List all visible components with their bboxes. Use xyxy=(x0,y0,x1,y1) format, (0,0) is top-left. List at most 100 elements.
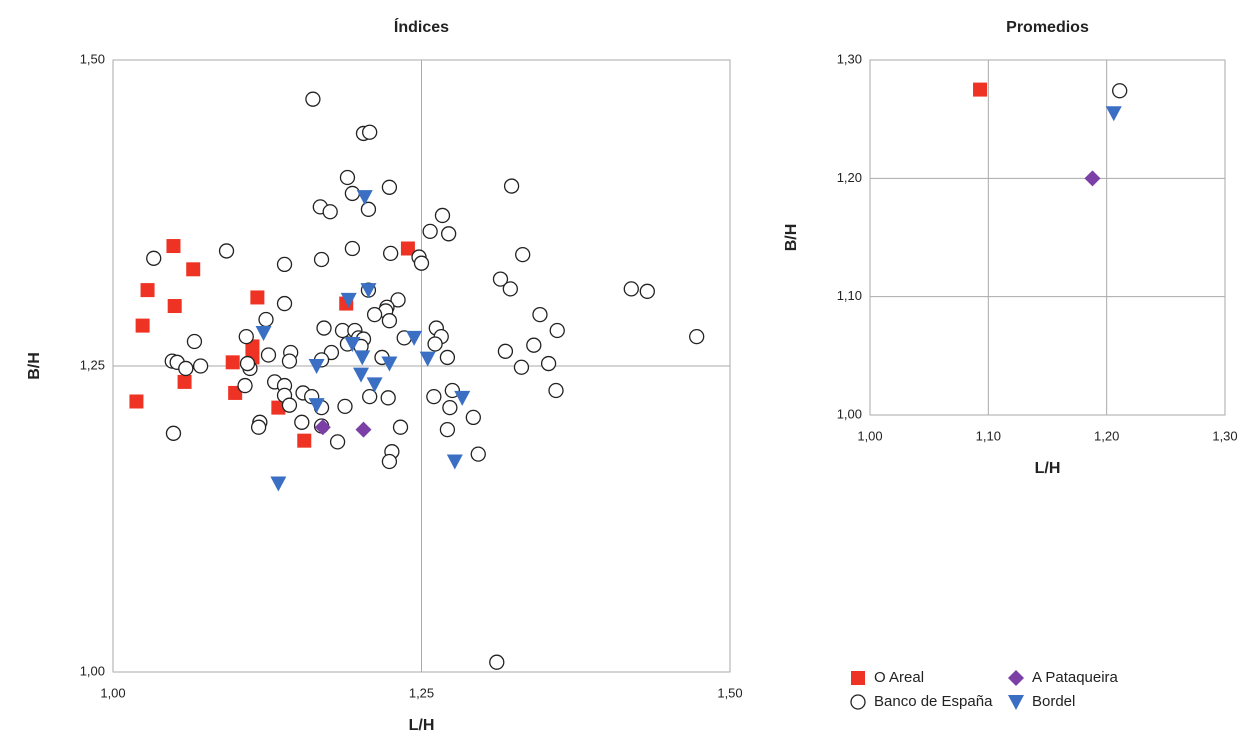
legend-marker xyxy=(1008,695,1024,710)
plot-frame xyxy=(869,59,1226,416)
marker-circle xyxy=(540,355,557,372)
marker-circle xyxy=(503,178,520,194)
marker-square xyxy=(400,241,415,256)
marker-circle xyxy=(362,124,378,140)
marker-circle xyxy=(313,251,330,268)
marker-square xyxy=(973,82,988,97)
marker-triangle xyxy=(270,476,287,492)
marker-circle xyxy=(380,390,396,406)
marker-circle xyxy=(362,388,378,405)
marker-diamond xyxy=(1084,170,1101,187)
marker-diamond xyxy=(314,419,331,436)
marker-circle xyxy=(360,201,377,217)
marker-square xyxy=(166,239,181,254)
marker-circle xyxy=(192,358,209,374)
marker-circle xyxy=(344,240,361,257)
marker-circle xyxy=(549,322,565,339)
marker-circle xyxy=(526,337,542,353)
marker-circle xyxy=(548,382,564,399)
marker-square xyxy=(186,262,201,277)
marker-circle xyxy=(218,243,235,259)
marker-circle xyxy=(344,185,361,202)
marker-circle xyxy=(260,347,277,363)
marker-circle xyxy=(258,311,274,328)
marker-square xyxy=(140,283,155,298)
marker-triangle xyxy=(353,367,370,383)
marker-circle xyxy=(489,654,505,670)
marker-circle xyxy=(623,281,639,297)
marker-circle xyxy=(281,397,298,413)
marker-triangle xyxy=(454,390,471,406)
marker-circle xyxy=(434,207,451,224)
marker-circle xyxy=(294,414,310,430)
marker-circle xyxy=(237,377,253,394)
marker-circle xyxy=(381,313,398,329)
y-tick-label: 1,00 xyxy=(837,406,862,421)
marker-circle xyxy=(532,306,548,323)
x-tick-label: 1,20 xyxy=(1094,428,1119,443)
marker-circle xyxy=(492,271,509,287)
marker-circle xyxy=(426,388,442,405)
legend-label: Banco de España xyxy=(874,693,993,710)
marker-triangle xyxy=(406,330,423,346)
marker-circle xyxy=(165,425,182,441)
marker-square xyxy=(225,355,240,370)
legend-label: Bordel xyxy=(1032,693,1075,710)
legend-marker xyxy=(851,671,865,685)
marker-circle xyxy=(382,245,399,262)
y-tick-label: 1,20 xyxy=(837,170,862,185)
marker-circle xyxy=(442,399,458,416)
marker-circle xyxy=(337,398,353,415)
marker-circle xyxy=(689,328,705,345)
marker-circle xyxy=(186,333,203,350)
marker-circle xyxy=(422,223,438,240)
marker-circle xyxy=(316,320,332,336)
y-tick-label: 1,00 xyxy=(80,663,105,678)
x-axis-label: L/H xyxy=(409,717,435,734)
marker-triangle xyxy=(381,356,398,372)
marker-square xyxy=(250,290,265,305)
marker-square xyxy=(177,374,192,389)
marker-circle xyxy=(427,336,443,352)
chart-title: Índices xyxy=(394,17,449,36)
chart-title: Promedios xyxy=(1006,19,1089,36)
x-tick-label: 1,10 xyxy=(976,428,1001,443)
marker-circle xyxy=(392,419,409,435)
x-tick-label: 1,30 xyxy=(1212,428,1237,443)
legend-label: A Pataqueira xyxy=(1032,669,1119,686)
y-tick-label: 1,50 xyxy=(80,51,105,66)
marker-triangle xyxy=(354,350,371,366)
marker-circle xyxy=(440,226,457,242)
marker-circle xyxy=(470,446,486,462)
x-axis-label: L/H xyxy=(1035,460,1061,477)
y-tick-label: 1,10 xyxy=(837,288,862,303)
y-tick-label: 1,30 xyxy=(837,51,862,66)
x-tick-label: 1,25 xyxy=(409,685,434,700)
marker-square xyxy=(271,400,286,415)
y-axis-label: B/H xyxy=(26,352,43,380)
marker-circle xyxy=(305,91,321,107)
marker-circle xyxy=(444,382,461,399)
marker-triangle xyxy=(446,454,463,470)
marker-circle xyxy=(439,349,456,366)
marker-circle xyxy=(381,179,398,195)
marker-circle xyxy=(439,421,456,438)
marker-circle xyxy=(390,292,406,308)
y-axis-label: B/H xyxy=(783,224,800,252)
marker-triangle xyxy=(360,283,377,299)
marker-triangle xyxy=(419,351,436,367)
marker-circle xyxy=(276,256,293,273)
marker-circle xyxy=(366,306,383,323)
marker-triangle xyxy=(308,359,325,374)
marker-triangle xyxy=(356,190,373,206)
marker-circle xyxy=(413,255,430,271)
marker-circle xyxy=(497,343,514,359)
marker-circle xyxy=(339,169,356,186)
marker-triangle xyxy=(1105,106,1122,122)
marker-circle xyxy=(238,328,254,345)
marker-circle xyxy=(146,250,162,266)
marker-circle xyxy=(178,360,194,377)
legend-label: O Areal xyxy=(874,669,924,686)
